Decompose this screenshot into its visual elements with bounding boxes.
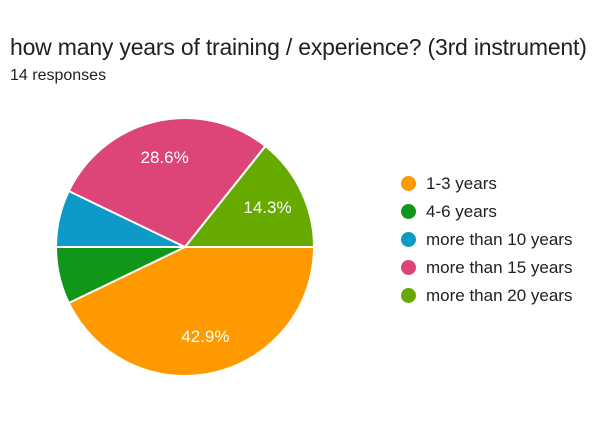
legend-item: more than 10 years (401, 225, 572, 253)
pie-slice-label: 42.9% (181, 327, 229, 346)
response-count: 14 responses (10, 67, 107, 84)
pie-slice-more-than-15-years (67, 117, 267, 248)
legend-item: 4-6 years (401, 197, 572, 225)
legend-item-label: more than 15 years (426, 257, 573, 277)
legend-color-dot-icon (401, 287, 416, 303)
page-title: how many years of training / experience?… (10, 34, 587, 60)
pie-slice-label: 14.3% (243, 198, 291, 217)
legend-color-dot-icon (401, 259, 416, 275)
legend-item: more than 20 years (401, 281, 572, 309)
legend-item-label: more than 10 years (426, 229, 573, 249)
pie-slice-label: 28.6% (140, 148, 188, 167)
pie-slice-1-3-years (67, 246, 315, 377)
legend-item: more than 15 years (401, 253, 572, 281)
legend-item-label: 1-3 years (426, 173, 497, 193)
legend-color-dot-icon (401, 231, 416, 247)
legend-item-label: more than 20 years (426, 285, 573, 305)
legend: 1-3 years 4-6 years more than 10 years more… (401, 169, 572, 309)
legend-color-dot-icon (401, 203, 416, 219)
pie-slice-more-than-20-years (184, 145, 315, 248)
legend-item: 1-3 years (401, 169, 572, 197)
legend-color-dot-icon (401, 175, 416, 191)
legend-item-label: 4-6 years (426, 201, 497, 221)
